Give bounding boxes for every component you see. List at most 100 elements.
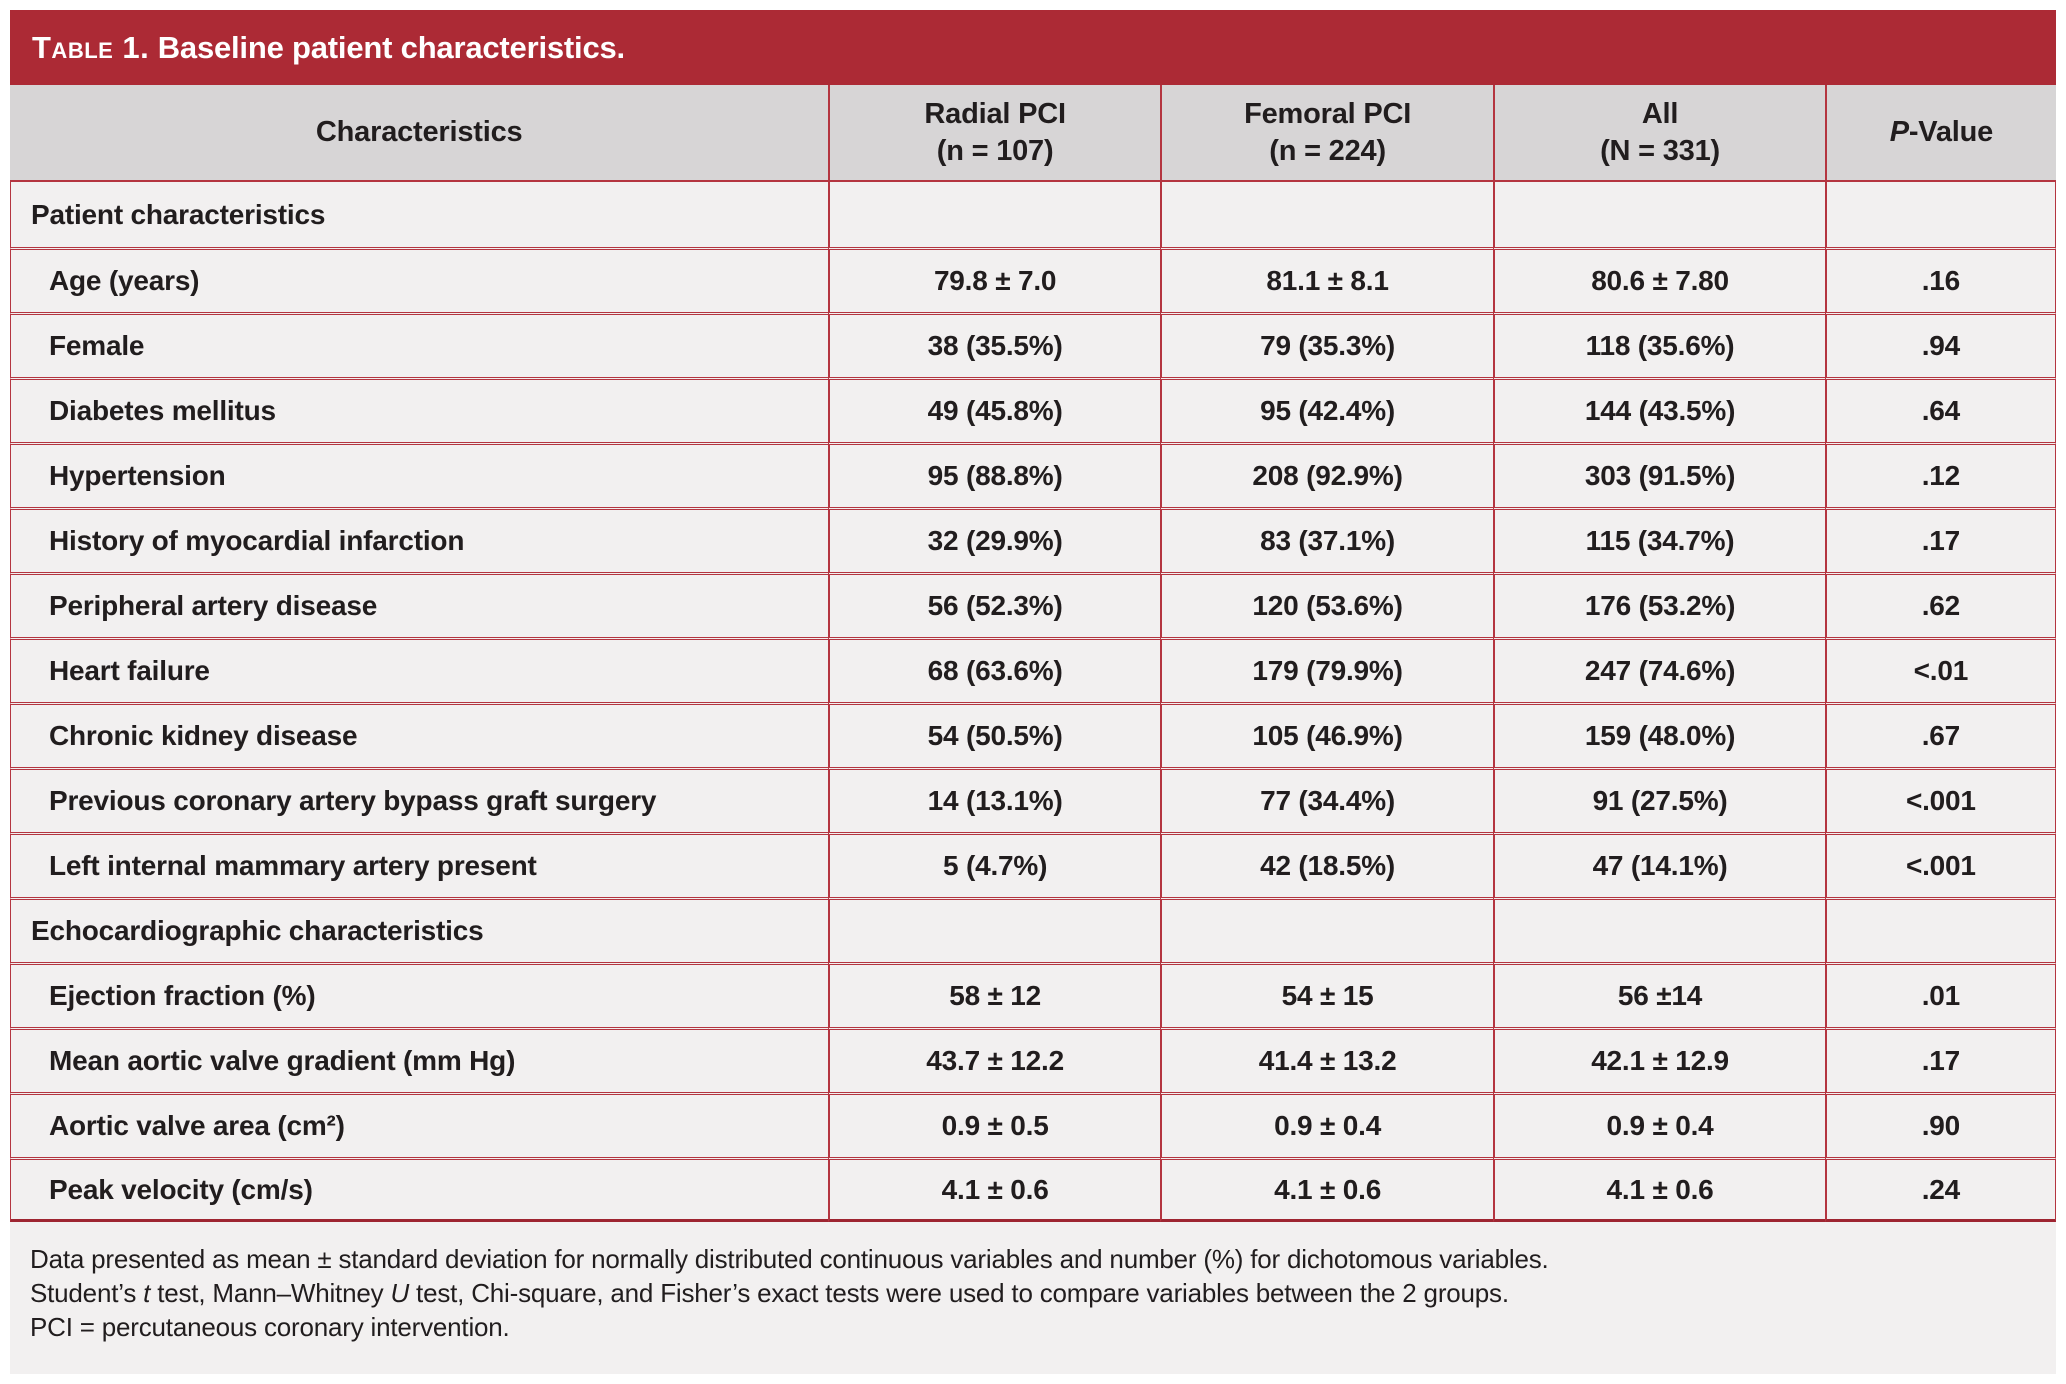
value-cell: .17	[1824, 1027, 2056, 1092]
table-row: Hypertension 95 (88.8%) 208 (92.9%) 303 (91…	[10, 442, 2056, 507]
header-row: Characteristics Radial PCI (n = 107) Fem…	[10, 85, 2056, 182]
table-row: Diabetes mellitus 49 (45.8%) 95 (42.4%) 144…	[10, 377, 2056, 442]
table-row: Aortic valve area (cm²) 0.9 ± 0.5 0.9 ± 0.…	[10, 1092, 2056, 1157]
value-cell	[1824, 897, 2056, 962]
value-cell: .01	[1824, 962, 2056, 1027]
value-cell: 80.6 ± 7.80	[1493, 247, 1825, 312]
table-row: Female 38 (35.5%) 79 (35.3%) 118 (35.6%) .94	[10, 312, 2056, 377]
table-row: Patient characteristics	[10, 182, 2056, 247]
value-cell	[1493, 182, 1825, 247]
value-cell: 56 ±14	[1493, 962, 1825, 1027]
value-cell: 4.1 ± 0.6	[1159, 1157, 1494, 1222]
col-header-all: All (N = 331)	[1493, 85, 1825, 182]
row-label: Hypertension	[10, 442, 829, 507]
value-cell: 0.9 ± 0.4	[1159, 1092, 1494, 1157]
table-row: Age (years) 79.8 ± 7.0 81.1 ± 8.1 80.6 ± 7.…	[10, 247, 2056, 312]
row-label: Female	[10, 312, 829, 377]
value-cell	[1159, 182, 1494, 247]
table-number: Table 1.	[32, 29, 150, 65]
value-cell: 303 (91.5%)	[1493, 442, 1825, 507]
value-cell: .90	[1824, 1092, 2056, 1157]
value-cell: 58 ± 12	[828, 962, 1160, 1027]
value-cell	[1493, 897, 1825, 962]
value-cell: .62	[1824, 572, 2056, 637]
value-cell: 68 (63.6%)	[828, 637, 1160, 702]
row-label: Peak velocity (cm/s)	[10, 1157, 829, 1222]
value-cell: 56 (52.3%)	[828, 572, 1160, 637]
table-row: Ejection fraction (%) 58 ± 12 54 ± 15 56 ±1…	[10, 962, 2056, 1027]
row-label: Chronic kidney disease	[10, 702, 829, 767]
table-row: Peak velocity (cm/s) 4.1 ± 0.6 4.1 ± 0.6 4.…	[10, 1157, 2056, 1222]
row-label: Previous coronary artery bypass graft su…	[10, 767, 829, 832]
value-cell: 83 (37.1%)	[1159, 507, 1494, 572]
col-header-characteristics: Characteristics	[10, 85, 829, 182]
table-body: Patient characteristics Age (years) 79.8 ±…	[10, 182, 2056, 1222]
table-row: Echocardiographic characteristics	[10, 897, 2056, 962]
value-cell: 38 (35.5%)	[828, 312, 1160, 377]
value-cell: .64	[1824, 377, 2056, 442]
table-row: Left internal mammary artery present 5 (4…	[10, 832, 2056, 897]
value-cell: 41.4 ± 13.2	[1159, 1027, 1494, 1092]
table-title: Table 1. Baseline patient characteristic…	[32, 30, 625, 66]
baseline-characteristics-table: Characteristics Radial PCI (n = 107) Fem…	[10, 85, 2056, 1222]
value-cell: .17	[1824, 507, 2056, 572]
value-cell: <.01	[1824, 637, 2056, 702]
value-cell: 118 (35.6%)	[1493, 312, 1825, 377]
col-header-p-value: P-Value	[1824, 85, 2056, 182]
value-cell: 105 (46.9%)	[1159, 702, 1494, 767]
table-header: Characteristics Radial PCI (n = 107) Fem…	[10, 85, 2056, 182]
value-cell	[828, 182, 1160, 247]
row-label: Diabetes mellitus	[10, 377, 829, 442]
table-title-bar: Table 1. Baseline patient characteristic…	[10, 10, 2056, 85]
value-cell: 77 (34.4%)	[1159, 767, 1494, 832]
row-label: History of myocardial infarction	[10, 507, 829, 572]
value-cell: 32 (29.9%)	[828, 507, 1160, 572]
value-cell: 95 (88.8%)	[828, 442, 1160, 507]
value-cell: .24	[1824, 1157, 2056, 1222]
table-row: History of myocardial infarction 32 (29.9…	[10, 507, 2056, 572]
value-cell: 144 (43.5%)	[1493, 377, 1825, 442]
table-footnotes: Data presented as mean ± standard deviat…	[10, 1222, 2056, 1374]
value-cell: 5 (4.7%)	[828, 832, 1160, 897]
footnote-italic-term: U	[390, 1278, 410, 1308]
value-cell: 47 (14.1%)	[1493, 832, 1825, 897]
value-cell: .16	[1824, 247, 2056, 312]
table-row: Peripheral artery disease 56 (52.3%) 120 (…	[10, 572, 2056, 637]
row-label: Ejection fraction (%)	[10, 962, 829, 1027]
value-cell: 49 (45.8%)	[828, 377, 1160, 442]
footnote-text: Student’s	[30, 1278, 144, 1308]
footnote-text: test, Mann–Whitney	[150, 1278, 391, 1308]
row-label: Aortic valve area (cm²)	[10, 1092, 829, 1157]
footnote-line: PCI = percutaneous coronary intervention…	[30, 1310, 2056, 1344]
row-label: Mean aortic valve gradient (mm Hg)	[10, 1027, 829, 1092]
table-row: Chronic kidney disease 54 (50.5%) 105 (46.…	[10, 702, 2056, 767]
footnote-text: Data presented as mean ± standard deviat…	[30, 1244, 1549, 1274]
value-cell: 4.1 ± 0.6	[1493, 1157, 1825, 1222]
value-cell: <.001	[1824, 832, 2056, 897]
footnote-line: Student’s t test, Mann–Whitney U test, C…	[30, 1276, 2056, 1310]
table-caption: Baseline patient characteristics.	[149, 29, 625, 65]
value-cell: 79.8 ± 7.0	[828, 247, 1160, 312]
footnote-text: test, Chi-square, and Fisher’s exact tes…	[409, 1278, 1509, 1308]
value-cell: 42 (18.5%)	[1159, 832, 1494, 897]
row-label: Age (years)	[10, 247, 829, 312]
col-header-radial-pci: Radial PCI (n = 107)	[828, 85, 1160, 182]
value-cell	[828, 897, 1160, 962]
value-cell: 95 (42.4%)	[1159, 377, 1494, 442]
value-cell: 14 (13.1%)	[828, 767, 1160, 832]
value-cell: 247 (74.6%)	[1493, 637, 1825, 702]
row-label: Left internal mammary artery present	[10, 832, 829, 897]
value-cell: .12	[1824, 442, 2056, 507]
value-cell: 91 (27.5%)	[1493, 767, 1825, 832]
value-cell	[1824, 182, 2056, 247]
value-cell: 0.9 ± 0.5	[828, 1092, 1160, 1157]
row-label: Patient characteristics	[10, 182, 829, 247]
value-cell: <.001	[1824, 767, 2056, 832]
footnote-text: PCI = percutaneous coronary intervention…	[30, 1312, 510, 1342]
row-label: Peripheral artery disease	[10, 572, 829, 637]
value-cell: 81.1 ± 8.1	[1159, 247, 1494, 312]
footnote-line: Data presented as mean ± standard deviat…	[30, 1242, 2056, 1276]
footnote-italic-term: t	[143, 1278, 151, 1308]
value-cell: 43.7 ± 12.2	[828, 1027, 1160, 1092]
